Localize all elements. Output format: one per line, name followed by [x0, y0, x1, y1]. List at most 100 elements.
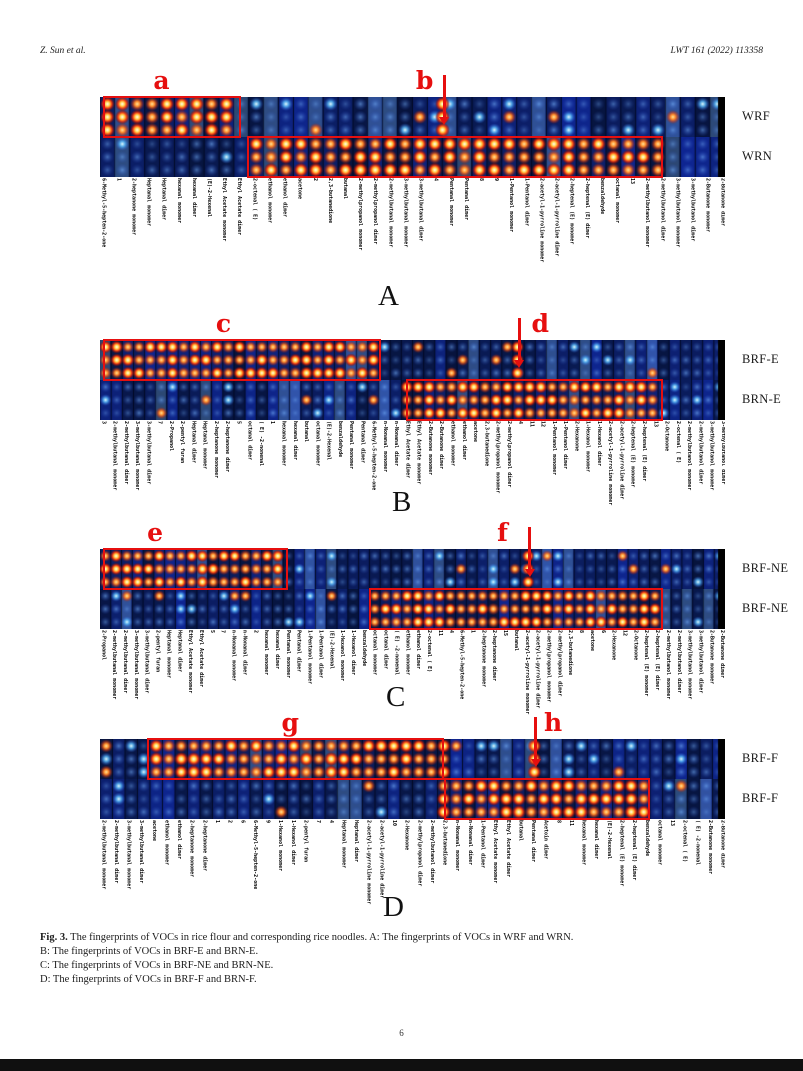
- sample-label-BRF-E-0: BRF-E: [742, 352, 779, 366]
- compound-label: 3-methylbutanol monomer: [686, 630, 693, 700]
- annotation-arrow-D: [530, 717, 541, 767]
- heatmap-strip-C-1: [100, 588, 725, 630]
- compound-label: 2-heptenal (E) monomer: [568, 178, 575, 245]
- compound-label: Ethyl Acetate monomer: [187, 630, 194, 694]
- compound-label: 2-heptenal (E) monomer: [643, 630, 650, 697]
- annotation-arrow-A: [439, 75, 449, 125]
- compound-label: 2-acetyl-1-pyrroline monomer: [523, 630, 530, 715]
- compound-label: 2-acetyl-1-pyrroline monomer: [365, 820, 372, 905]
- compound-label: 6-Methyl-5-hepten-2-one: [370, 421, 377, 491]
- compound-label: butanal: [342, 178, 348, 200]
- compound-label: 2-methylbutanal monomer: [111, 421, 118, 491]
- compound-label: 7: [219, 630, 226, 634]
- annotation-letter-g: g: [281, 708, 299, 737]
- compound-label: n-Nonanal monomer: [230, 630, 237, 682]
- highlight-box-D-0: [146, 738, 444, 780]
- heatmap-strip-D-1: [100, 778, 725, 820]
- heatmap-image-C-1: [100, 589, 725, 629]
- sample-label-BRF-F-0: BRF-F: [742, 751, 779, 765]
- compound-label: 2-methylbutanol dimer: [697, 421, 704, 485]
- compound-label: hexanal monomer: [263, 630, 270, 676]
- compound-label: 3-methylbutanol monomer: [674, 178, 681, 248]
- heatmap-strip-A-1: [100, 136, 725, 178]
- heatmap-strip-C-0: [100, 548, 725, 590]
- compound-label: 2-acetyl-1-pyrroline monomer: [607, 421, 614, 506]
- compound-label: Ethyl Acetate dimer: [404, 421, 411, 479]
- compound-label: Heptanal dimer: [176, 630, 183, 673]
- compound-label: 1-Pentanol dimer: [562, 421, 569, 470]
- compound-label: Pentanal monomer: [348, 421, 355, 470]
- compound-label: 2-methylbutanal monomer: [387, 178, 394, 248]
- heatmap-image-D-1: [100, 779, 725, 819]
- compound-label: 2-heptanone dimer: [201, 820, 208, 872]
- highlight-box-C-0: [103, 548, 288, 590]
- compound-label: 2-methylbutanol dimer: [428, 820, 435, 884]
- highlight-box-C-1: [368, 588, 663, 630]
- compound-label: 2-pentyl furan: [302, 820, 309, 863]
- compound-label: 13: [652, 421, 659, 428]
- heatmap-image-A-0: [100, 97, 725, 137]
- heatmap-strip-B-1: [100, 379, 725, 421]
- compound-label: Pentanal monomer: [447, 178, 454, 227]
- compound-label: 3-methylbutanal dimer: [143, 630, 150, 694]
- panel-D: g h BRF-F BRF-F 2-methylbutanal monomer 2-met…: [100, 710, 790, 943]
- compound-label: 10: [390, 820, 397, 827]
- compound-label: 2-heptenal (E) dimer: [654, 630, 661, 691]
- compound-label: 2-methylbutanal monomer: [111, 630, 118, 700]
- compound-label: 2-heptanone monomer: [130, 178, 137, 236]
- compound-labels-B: 3 2-methylbutanal monomer 2-methylbutanal …: [100, 421, 725, 537]
- compound-label: octanal dimer: [382, 630, 389, 670]
- compound-labels-C: 2-Propanol 2-methylbutanal monomer 2-methy…: [100, 630, 725, 744]
- compound-label: (E)-2-Hexenal: [328, 630, 335, 670]
- compound-label: 2-methylpropanol dimer: [416, 820, 423, 887]
- compound-label: 2-methylbutanol dimer: [675, 630, 682, 694]
- caption-line-1: Fig. 3. The fingerprints of VOCs in rice…: [40, 931, 765, 945]
- compound-label: 1-Pentanol monomer: [508, 178, 515, 233]
- compound-label: 8: [477, 178, 484, 182]
- compound-label: 2-methylbutanal dimer: [121, 630, 128, 694]
- sample-label-WRF-0: WRF: [742, 109, 770, 123]
- compound-label: hexanal dimer: [593, 820, 600, 860]
- annotation-letter-c: c: [215, 309, 232, 338]
- compound-label: 2-heptenal (E) dimer: [583, 178, 590, 239]
- compound-label: hexanal monomer: [280, 421, 287, 467]
- compound-label: 2-Hexanone: [573, 421, 580, 452]
- compound-label: 2-octenal ( E): [674, 421, 681, 464]
- compound-label: Pentanal monomer: [284, 630, 291, 679]
- compound-label: hexanal monomer: [175, 178, 182, 224]
- compound-label: ethanol monomer: [404, 630, 411, 676]
- compound-label: 1-Hexanol dimer: [595, 421, 602, 467]
- compound-label: Acetoin dimer: [542, 820, 549, 860]
- compound-label: butanal: [303, 421, 310, 443]
- compound-label: 2-methylbutanol monomer: [644, 178, 651, 248]
- compound-label: 5: [208, 630, 215, 634]
- compound-label: 2-acetyl-1-pyrroline dimer: [553, 178, 560, 257]
- compound-label: benzaldehyde: [336, 421, 343, 458]
- compound-label: 2-methylbutanol monomer: [686, 421, 693, 491]
- compound-label: ethanol dimer: [415, 630, 422, 670]
- compound-label: (E)-2-Hexenal: [325, 421, 332, 461]
- compound-label: 13: [629, 178, 636, 185]
- compound-label: 2-heptenal (E) monomer: [629, 421, 636, 488]
- compound-label: Heptanal monomer: [340, 820, 347, 869]
- caption-line-1-text: The fingerprints of VOCs in rice flour a…: [67, 932, 574, 943]
- compound-label: butanal: [512, 630, 519, 652]
- compound-label: 9: [264, 820, 271, 824]
- compound-label: 1-Pentanol monomer: [306, 630, 313, 685]
- compound-label: 7: [156, 421, 163, 425]
- compound-label: 2,3-butanedione: [441, 820, 448, 866]
- compound-label: 2-Butanone dimer: [719, 630, 725, 679]
- compound-label: octanal monomer: [656, 820, 663, 866]
- compound-label: ethanol dimer: [460, 421, 467, 461]
- heatmap-image-A-1: [100, 137, 725, 177]
- highlight-box-A-0: [103, 96, 241, 138]
- compound-label: 2-pentyl furan: [154, 630, 161, 673]
- compound-label: acetone: [472, 421, 479, 443]
- compound-label: ethanol monomer: [266, 178, 273, 224]
- compound-label: 1-Hexanol monomer: [339, 630, 346, 682]
- compound-label: 3-methylbutanol dimer: [719, 421, 725, 485]
- compound-label: Heptanal monomer: [201, 421, 208, 470]
- compound-label: 3-methylbutanal dimer: [138, 820, 145, 884]
